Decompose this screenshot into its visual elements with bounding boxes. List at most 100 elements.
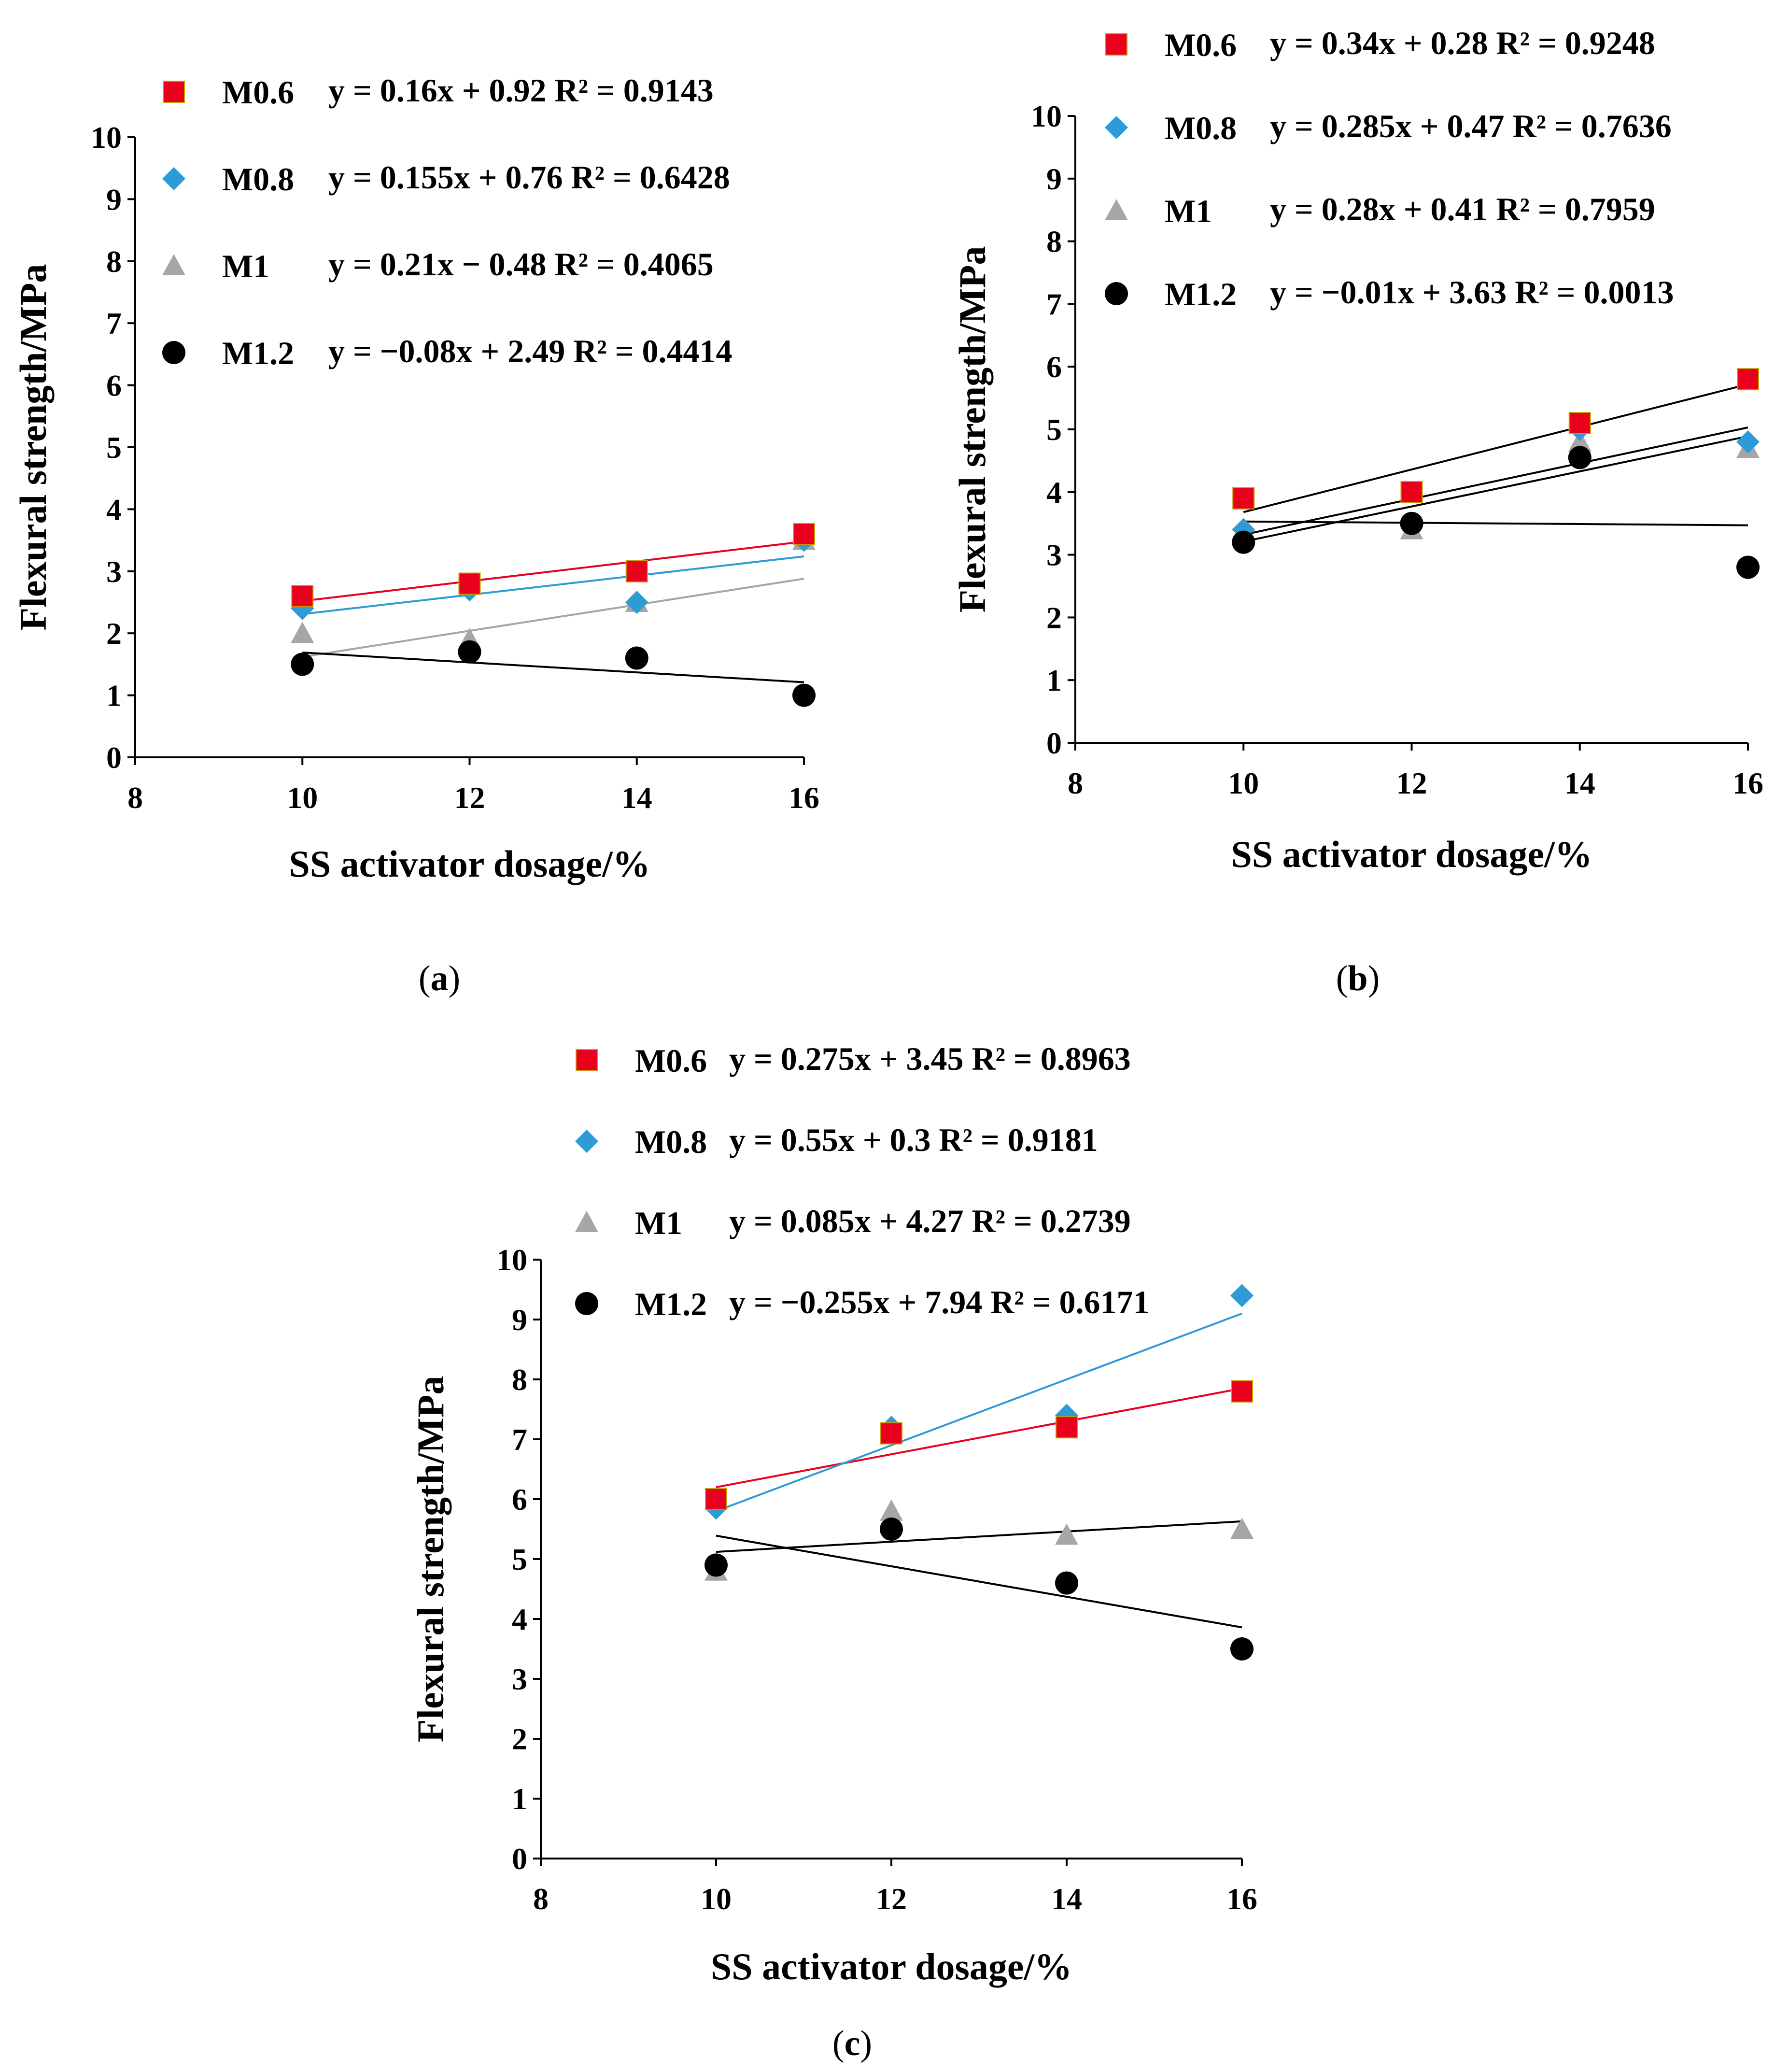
point-M1.2 (1230, 1637, 1254, 1660)
x-tick-label: 14 (1051, 1882, 1082, 1916)
trendline-M1 (1243, 435, 1748, 543)
y-tick-label: 7 (1046, 287, 1062, 321)
legend-label-M0.6: M0.6 (635, 1042, 707, 1079)
legend-equation-M1: y = 0.21x − 0.48 R² = 0.4065 (328, 246, 714, 283)
y-axis-title: Flexural strength/MPa (409, 1376, 451, 1743)
point-M1 (291, 622, 314, 643)
y-tick-label: 1 (512, 1782, 527, 1816)
legend-marker-M0.8 (162, 167, 185, 190)
point-M1.2 (792, 683, 816, 707)
y-tick-label: 6 (512, 1482, 527, 1517)
y-tick-label: 4 (1046, 475, 1062, 510)
trendline-M1.2 (1243, 520, 1748, 526)
legend-marker-M0.6 (163, 81, 185, 103)
point-M1 (880, 1499, 903, 1521)
y-tick-label: 0 (106, 740, 122, 775)
point-M0.6 (291, 585, 314, 608)
y-tick-label: 0 (512, 1842, 527, 1876)
y-tick-label: 3 (512, 1662, 527, 1696)
x-axis-title: SS activator dosage/% (1231, 833, 1592, 875)
legend-equation-M0.8: y = 0.285x + 0.47 R² = 0.7636 (1270, 108, 1672, 144)
legend-label-M0.8: M0.8 (1165, 110, 1237, 146)
y-axis-title: Flexural strength/MPa (12, 264, 54, 631)
y-tick-label: 4 (512, 1602, 527, 1636)
panel-label: (a) (419, 959, 460, 998)
panel-label: (b) (1336, 959, 1380, 998)
point-M0.6 (1400, 481, 1423, 503)
y-tick-label: 9 (106, 182, 122, 216)
trendline-M1 (302, 578, 804, 658)
x-tick-label: 8 (127, 781, 143, 815)
point-M1.2 (1055, 1571, 1078, 1595)
point-M0.6 (458, 572, 481, 595)
legend-label-M0.6: M0.6 (222, 74, 294, 111)
panel-label: (c) (832, 2024, 872, 2063)
legend-label-M1: M1 (635, 1205, 682, 1241)
legend-equation-M0.6: y = 0.275x + 3.45 R² = 0.8963 (729, 1040, 1131, 1077)
legend-label-M0.8: M0.8 (222, 161, 294, 198)
y-tick-label: 10 (1031, 99, 1062, 133)
y-tick-label: 5 (1046, 412, 1062, 447)
y-tick-label: 7 (512, 1422, 527, 1457)
y-tick-label: 2 (512, 1722, 527, 1756)
legend-equation-M0.6: y = 0.16x + 0.92 R² = 0.9143 (328, 72, 714, 109)
x-tick-label: 12 (876, 1882, 907, 1916)
x-axis-title: SS activator dosage/% (289, 843, 650, 885)
x-axis-title: SS activator dosage/% (711, 1945, 1072, 1987)
legend-label-M1.2: M1.2 (635, 1286, 707, 1322)
point-M1 (1230, 1518, 1254, 1539)
point-M1 (1055, 1523, 1078, 1545)
legend-equation-M1.2: y = −0.255x + 7.94 R² = 0.6171 (729, 1284, 1150, 1320)
point-M0.6 (880, 1422, 902, 1445)
legend-marker-M0.6 (576, 1049, 598, 1071)
y-tick-label: 10 (91, 120, 122, 155)
legend-marker-M1.2 (1105, 282, 1128, 305)
point-M0.6 (1737, 368, 1759, 391)
trendline-M0.6 (1243, 383, 1748, 513)
y-tick-label: 5 (106, 430, 122, 465)
legend-label-M1.2: M1.2 (222, 335, 294, 371)
legend-equation-M0.6: y = 0.34x + 0.28 R² = 0.9248 (1270, 25, 1655, 61)
legend-marker-M1 (1105, 199, 1128, 220)
point-M0.6 (625, 560, 648, 582)
point-M1.2 (1232, 530, 1255, 554)
point-M1.2 (704, 1553, 728, 1577)
y-tick-label: 1 (1046, 663, 1062, 697)
x-tick-label: 10 (287, 781, 318, 815)
x-tick-label: 16 (789, 781, 819, 815)
point-M0.6 (1568, 412, 1591, 435)
legend-marker-M0.6 (1105, 33, 1127, 56)
y-tick-label: 4 (106, 492, 122, 526)
y-tick-label: 2 (1046, 600, 1062, 635)
trendline-M0.8 (1243, 426, 1748, 536)
legend-marker-M0.8 (1105, 116, 1128, 139)
legend-marker-M0.8 (575, 1130, 598, 1153)
legend-equation-M0.8: y = 0.155x + 0.76 R² = 0.6428 (328, 159, 730, 196)
legend-label-M0.8: M0.8 (635, 1123, 707, 1160)
y-tick-label: 9 (512, 1303, 527, 1337)
y-tick-label: 1 (106, 679, 122, 713)
x-tick-label: 8 (1068, 766, 1083, 800)
legend-marker-M1 (575, 1211, 598, 1232)
legend-marker-M1.2 (575, 1292, 598, 1315)
x-tick-label: 8 (533, 1882, 549, 1916)
x-tick-label: 14 (621, 781, 652, 815)
y-tick-label: 8 (512, 1362, 527, 1397)
trendline-M1.2 (716, 1534, 1242, 1629)
legend-equation-M1.2: y = −0.08x + 2.49 R² = 0.4414 (328, 333, 733, 369)
point-M1.2 (291, 653, 314, 676)
y-tick-label: 3 (1046, 538, 1062, 572)
point-M0.6 (1232, 487, 1255, 510)
y-tick-label: 6 (1046, 350, 1062, 384)
point-M0.6 (1231, 1380, 1253, 1403)
legend-label-M1: M1 (1165, 193, 1212, 229)
y-tick-label: 8 (106, 244, 122, 279)
legend-equation-M0.8: y = 0.55x + 0.3 R² = 0.9181 (729, 1121, 1098, 1158)
point-M1.2 (1400, 511, 1423, 535)
y-tick-label: 5 (512, 1542, 527, 1576)
y-tick-label: 9 (1046, 162, 1062, 196)
y-tick-label: 3 (106, 554, 122, 589)
